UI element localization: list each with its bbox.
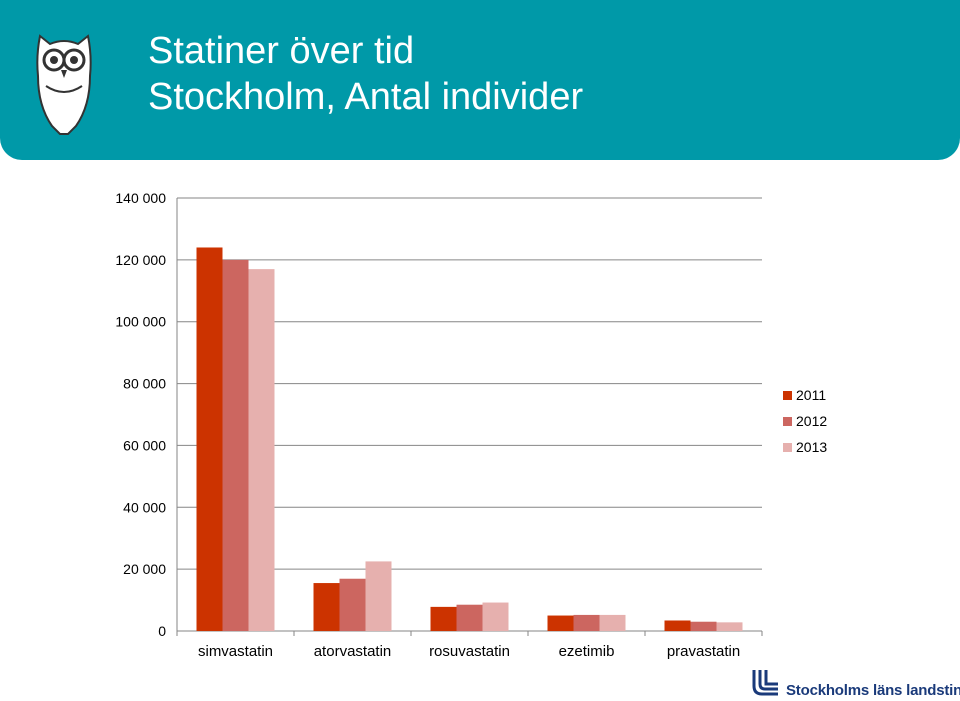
legend-label: 2011 (796, 387, 826, 403)
bar (365, 561, 392, 631)
owl-logo-icon (36, 34, 92, 135)
bar (248, 269, 275, 631)
y-tick-label: 140 000 (115, 190, 166, 206)
title-line-2: Stockholm, Antal individer (148, 76, 584, 118)
bar (196, 247, 223, 631)
bar (716, 622, 743, 631)
legend-swatch (783, 443, 792, 452)
bar (547, 615, 574, 631)
sll-emblem-icon (752, 670, 778, 696)
x-tick-label: atorvastatin (314, 643, 392, 660)
bar-chart: 0 20 000 40 000 60 000 80 000 100 000 120 000 1… (115, 190, 827, 660)
y-tick-label: 100 000 (115, 314, 166, 330)
header-banner: Statiner över tid Stockholm, Antal indiv… (0, 0, 960, 160)
x-tick-label: ezetimib (559, 643, 615, 660)
legend-label: 2012 (796, 413, 827, 429)
y-tick-label: 60 000 (123, 437, 166, 453)
legend-swatch (783, 391, 792, 400)
legend-swatch (783, 417, 792, 426)
bar (664, 620, 691, 631)
bar (430, 606, 457, 631)
bar (573, 614, 600, 631)
x-tick-label: rosuvastatin (429, 643, 510, 660)
y-tick-label: 0 (158, 623, 166, 639)
sll-logo: Stockholms läns landsting (750, 668, 960, 699)
bar (599, 614, 626, 631)
title-line-1: Statiner över tid (148, 30, 415, 72)
x-tick-label: simvastatin (198, 643, 273, 660)
bar (690, 621, 717, 631)
y-tick-label: 120 000 (115, 252, 166, 268)
x-tick-label: pravastatin (667, 643, 740, 660)
bar (339, 578, 366, 631)
y-tick-label: 80 000 (123, 376, 166, 392)
y-tick-label: 40 000 (123, 499, 166, 515)
bar (313, 583, 340, 631)
sll-logo-text: Stockholms läns landsting (786, 682, 960, 699)
legend-label: 2013 (796, 439, 827, 455)
bar (222, 259, 249, 631)
y-tick-label: 20 000 (123, 561, 166, 577)
page-title: Statiner över tid Stockholm, Antal indiv… (148, 28, 583, 120)
bar (456, 604, 483, 631)
bar (482, 602, 509, 631)
